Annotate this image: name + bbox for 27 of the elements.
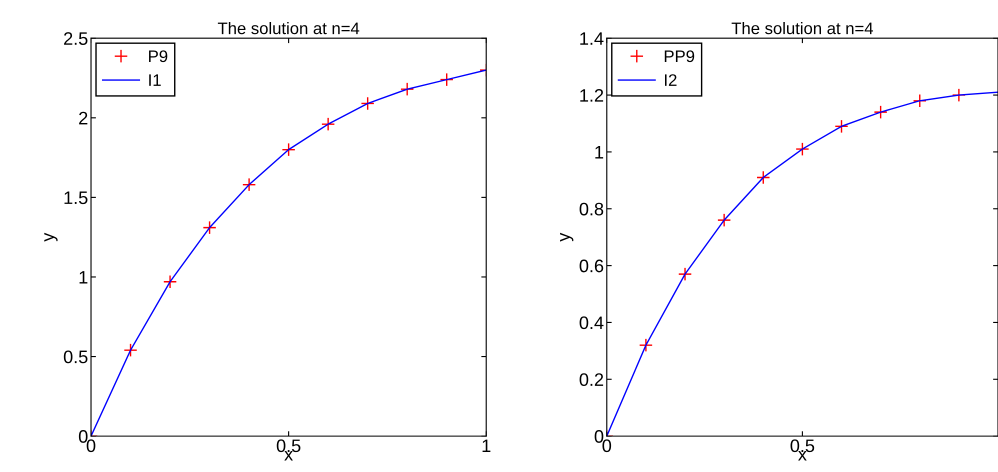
- legend-label: P9: [149, 50, 168, 62]
- legend-label: I2: [664, 74, 677, 86]
- x-tick-label: 0.5: [790, 439, 814, 452]
- legend-label: PP9: [664, 50, 694, 62]
- x-axis-title: x: [284, 450, 293, 460]
- y-tick-label: 0: [78, 430, 88, 443]
- x-axis-title: x: [798, 450, 807, 460]
- chart-title: The solution at n=4: [218, 22, 360, 34]
- y-tick-label: 1.4: [580, 32, 604, 45]
- y-tick-label: 2: [79, 112, 88, 124]
- y-axis-title: y: [560, 232, 574, 242]
- legend-label: I1: [149, 74, 161, 86]
- y-tick-label: 2.5: [64, 32, 88, 45]
- y-tick-label: 1: [595, 146, 604, 158]
- y-tick-label: 1.5: [64, 192, 88, 204]
- x-tick-label: 0.5: [276, 439, 300, 452]
- y-tick-label: 0.4: [580, 316, 604, 330]
- y-tick-label: 0.6: [580, 260, 604, 272]
- x-tick-label: 1: [482, 440, 490, 452]
- y-tick-label: 0.2: [580, 373, 604, 386]
- y-tick-label: 0.8: [580, 202, 604, 216]
- chart-title: The solution at n=4: [732, 22, 874, 34]
- y-tick-label: 0: [594, 430, 604, 443]
- y-tick-label: 1: [80, 271, 88, 284]
- y-axis-title: y: [44, 232, 58, 242]
- y-tick-label: 0.5: [64, 350, 88, 364]
- y-tick-label: 1.2: [580, 89, 604, 102]
